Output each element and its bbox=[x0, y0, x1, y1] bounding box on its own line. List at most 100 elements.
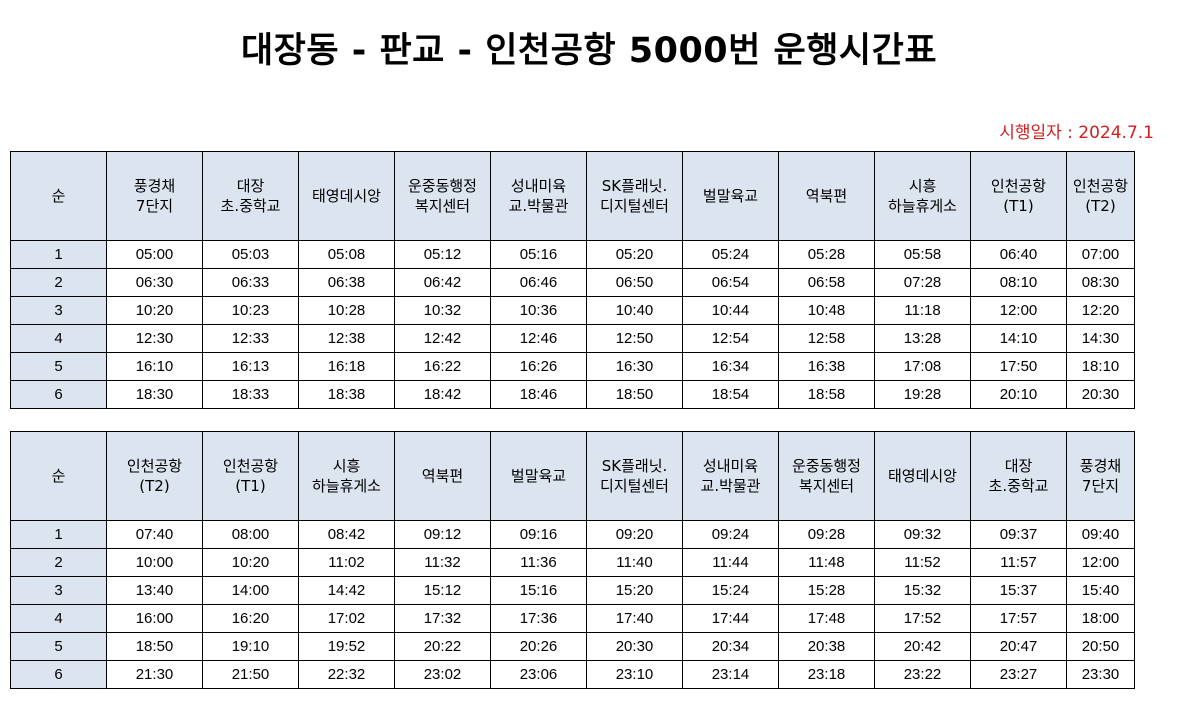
departure-time-cell: 18:54 bbox=[682, 380, 779, 409]
column-header-stop: 역북편 bbox=[778, 151, 875, 241]
departure-time-cell: 15:16 bbox=[490, 576, 587, 605]
departure-time-cell: 20:30 bbox=[1066, 380, 1135, 409]
column-header-stop: 인천공항 (T2) bbox=[1066, 151, 1135, 241]
departure-time-cell: 12:38 bbox=[298, 324, 395, 353]
departure-time-cell: 14:00 bbox=[202, 576, 299, 605]
departure-time-cell: 05:12 bbox=[394, 240, 491, 269]
departure-time-cell: 11:36 bbox=[490, 548, 587, 577]
departure-time-cell: 09:40 bbox=[1066, 520, 1135, 549]
departure-time-cell: 14:42 bbox=[298, 576, 395, 605]
departure-time-cell: 17:32 bbox=[394, 604, 491, 633]
departure-time-cell: 10:36 bbox=[490, 296, 587, 325]
departure-time-cell: 19:10 bbox=[202, 632, 299, 661]
column-header-stop: SK플래닛. 디지털센터 bbox=[586, 151, 683, 241]
column-header-seq: 순 bbox=[10, 151, 107, 241]
departure-time-cell: 16:26 bbox=[490, 352, 587, 381]
departure-time-cell: 17:52 bbox=[874, 604, 971, 633]
departure-time-cell: 12:00 bbox=[970, 296, 1067, 325]
table-row: 5 18:50 19:10 19:52 20:22 20:26 20:30 20:34 20:3… bbox=[10, 632, 1135, 661]
departure-time-cell: 05:08 bbox=[298, 240, 395, 269]
departure-time-cell: 23:14 bbox=[682, 660, 779, 689]
departure-time-cell: 11:57 bbox=[970, 548, 1067, 577]
departure-time-cell: 10:40 bbox=[586, 296, 683, 325]
trip-number-cell: 5 bbox=[10, 632, 107, 661]
departure-time-cell: 23:02 bbox=[394, 660, 491, 689]
departure-time-cell: 12:54 bbox=[682, 324, 779, 353]
page-title: 대장동 - 판교 - 인천공항 5000번 운행시간표 bbox=[240, 31, 938, 71]
departure-time-cell: 10:00 bbox=[106, 548, 203, 577]
departure-time-cell: 18:50 bbox=[586, 380, 683, 409]
table-row: 6 21:30 21:50 22:32 23:02 23:06 23:10 23:14 23:1… bbox=[10, 660, 1135, 689]
departure-time-cell: 12:00 bbox=[1066, 548, 1135, 577]
table-row: 4 16:00 16:20 17:02 17:32 17:36 17:40 17:44 17:4… bbox=[10, 604, 1135, 633]
column-header-stop: 벌말육교 bbox=[490, 431, 587, 521]
column-header-stop: 벌말육교 bbox=[682, 151, 779, 241]
departure-time-cell: 06:58 bbox=[778, 268, 875, 297]
departure-time-cell: 17:44 bbox=[682, 604, 779, 633]
departure-time-cell: 08:42 bbox=[298, 520, 395, 549]
column-header-stop: 인천공항 (T2) bbox=[106, 431, 203, 521]
trip-number-cell: 4 bbox=[10, 324, 107, 353]
departure-time-cell: 20:47 bbox=[970, 632, 1067, 661]
departure-time-cell: 07:00 bbox=[1066, 240, 1135, 269]
departure-time-cell: 16:22 bbox=[394, 352, 491, 381]
departure-time-cell: 17:57 bbox=[970, 604, 1067, 633]
table-row: 4 12:30 12:33 12:38 12:42 12:46 12:50 12:54 12:5… bbox=[10, 324, 1135, 353]
departure-time-cell: 06:42 bbox=[394, 268, 491, 297]
departure-time-cell: 19:52 bbox=[298, 632, 395, 661]
departure-time-cell: 05:20 bbox=[586, 240, 683, 269]
column-header-stop: SK플래닛. 디지털센터 bbox=[586, 431, 683, 521]
timetable-outbound: 순 풍경채 7단지 대장 초.중학교 태영데시앙 운중동행정 복지센터 성내미육 교.박물… bbox=[10, 151, 1135, 409]
departure-time-cell: 23:22 bbox=[874, 660, 971, 689]
trip-number-cell: 3 bbox=[10, 576, 107, 605]
departure-time-cell: 23:30 bbox=[1066, 660, 1135, 689]
column-header-stop: 시흥 하늘휴게소 bbox=[874, 151, 971, 241]
trip-number-cell: 6 bbox=[10, 380, 107, 409]
departure-time-cell: 20:38 bbox=[778, 632, 875, 661]
column-header-stop: 역북편 bbox=[394, 431, 491, 521]
column-header-stop: 태영데시앙 bbox=[874, 431, 971, 521]
departure-time-cell: 10:23 bbox=[202, 296, 299, 325]
table-row: 3 13:40 14:00 14:42 15:12 15:16 15:20 15:24 15:2… bbox=[10, 576, 1135, 605]
departure-time-cell: 09:32 bbox=[874, 520, 971, 549]
trip-number-cell: 5 bbox=[10, 352, 107, 381]
departure-time-cell: 17:36 bbox=[490, 604, 587, 633]
trip-number-cell: 2 bbox=[10, 548, 107, 577]
departure-time-cell: 20:22 bbox=[394, 632, 491, 661]
departure-time-cell: 23:06 bbox=[490, 660, 587, 689]
column-header-stop: 풍경채 7단지 bbox=[106, 151, 203, 241]
departure-time-cell: 06:46 bbox=[490, 268, 587, 297]
departure-time-cell: 09:16 bbox=[490, 520, 587, 549]
departure-time-cell: 13:40 bbox=[106, 576, 203, 605]
departure-time-cell: 17:40 bbox=[586, 604, 683, 633]
departure-time-cell: 10:32 bbox=[394, 296, 491, 325]
departure-time-cell: 16:34 bbox=[682, 352, 779, 381]
departure-time-cell: 11:52 bbox=[874, 548, 971, 577]
departure-time-cell: 17:48 bbox=[778, 604, 875, 633]
departure-time-cell: 05:28 bbox=[778, 240, 875, 269]
column-header-stop: 인천공항 (T1) bbox=[202, 431, 299, 521]
departure-time-cell: 06:33 bbox=[202, 268, 299, 297]
departure-time-cell: 16:20 bbox=[202, 604, 299, 633]
departure-time-cell: 10:20 bbox=[106, 296, 203, 325]
departure-time-cell: 12:33 bbox=[202, 324, 299, 353]
trip-number-cell: 1 bbox=[10, 240, 107, 269]
table-row: 6 18:30 18:33 18:38 18:42 18:46 18:50 18:54 18:5… bbox=[10, 380, 1135, 409]
table-row: 3 10:20 10:23 10:28 10:32 10:36 10:40 10:44 10:4… bbox=[10, 296, 1135, 325]
departure-time-cell: 15:28 bbox=[778, 576, 875, 605]
column-header-stop: 성내미육 교.박물관 bbox=[490, 151, 587, 241]
departure-time-cell: 11:02 bbox=[298, 548, 395, 577]
departure-time-cell: 06:50 bbox=[586, 268, 683, 297]
timetable-return: 순 인천공항 (T2) 인천공항 (T1) 시흥 하늘휴게소 역북편 벌말육교 SK플래닛.… bbox=[10, 431, 1135, 689]
column-header-stop: 시흥 하늘휴게소 bbox=[298, 431, 395, 521]
trip-number-cell: 4 bbox=[10, 604, 107, 633]
departure-time-cell: 10:28 bbox=[298, 296, 395, 325]
departure-time-cell: 05:03 bbox=[202, 240, 299, 269]
column-header-stop: 태영데시앙 bbox=[298, 151, 395, 241]
departure-time-cell: 12:42 bbox=[394, 324, 491, 353]
departure-time-cell: 22:32 bbox=[298, 660, 395, 689]
departure-time-cell: 08:30 bbox=[1066, 268, 1135, 297]
departure-time-cell: 14:30 bbox=[1066, 324, 1135, 353]
column-header-stop: 풍경채 7단지 bbox=[1066, 431, 1135, 521]
departure-time-cell: 21:50 bbox=[202, 660, 299, 689]
